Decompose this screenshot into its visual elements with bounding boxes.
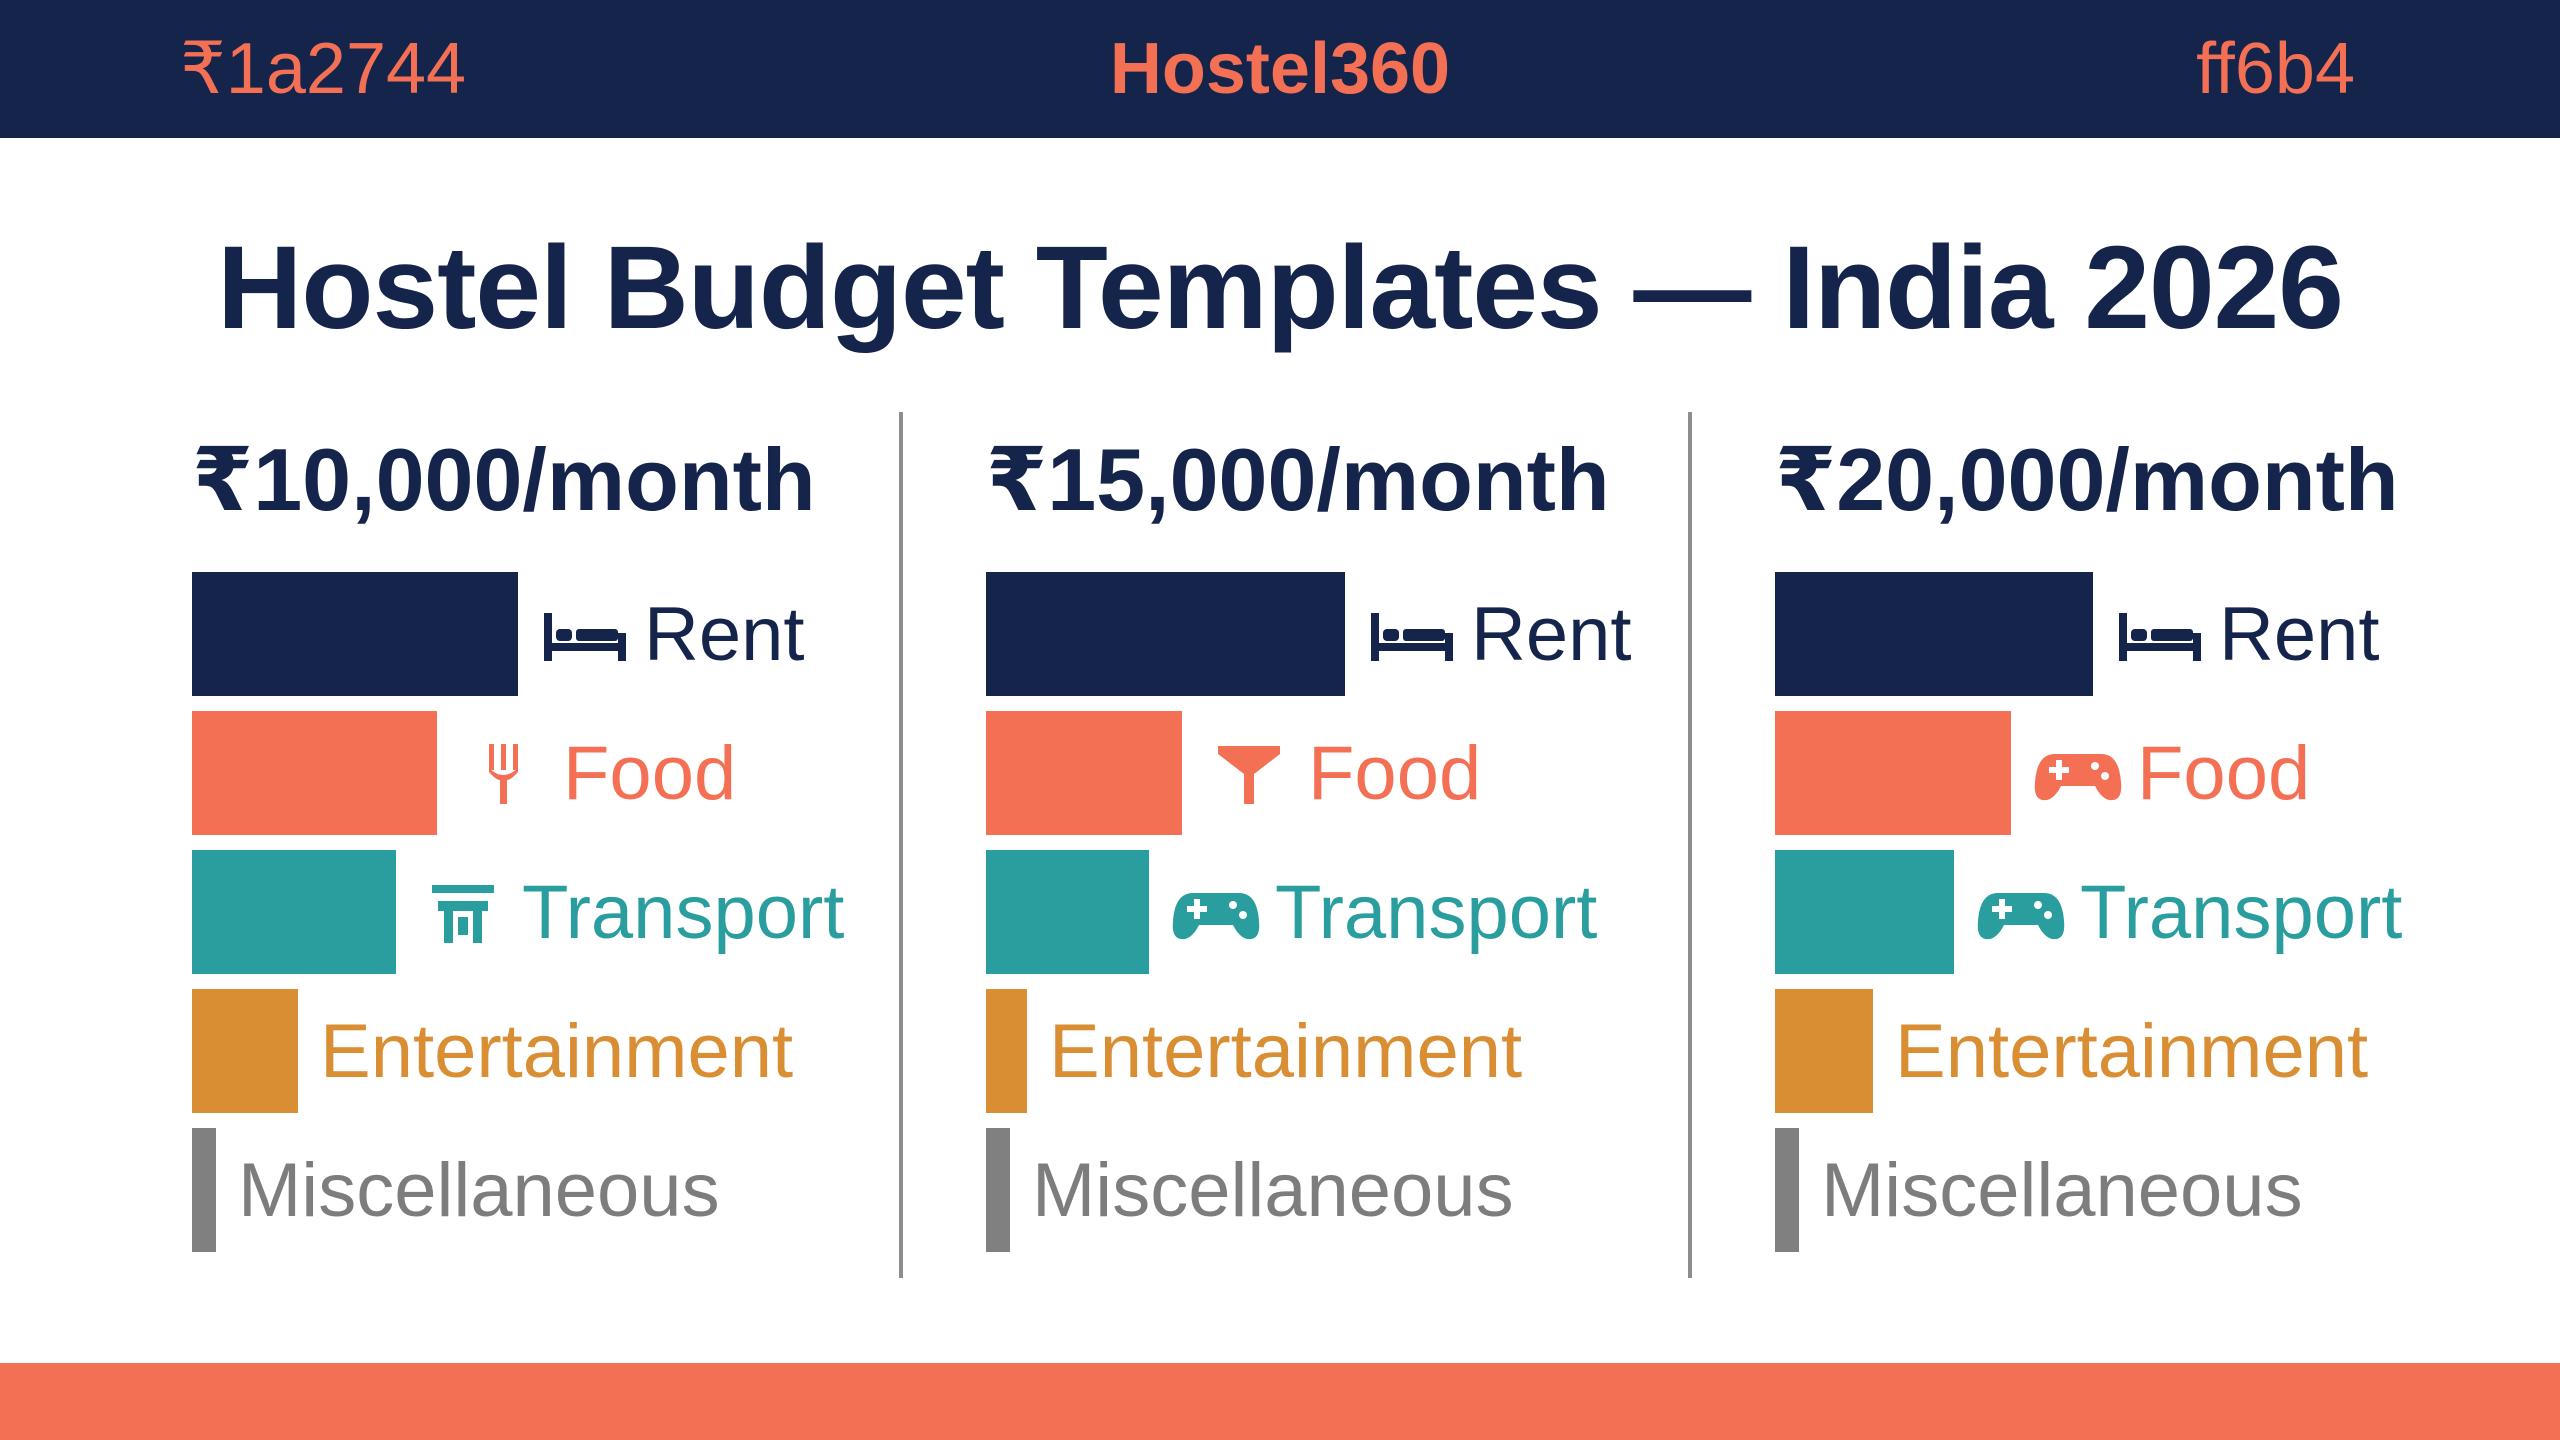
bar-rent: [986, 572, 1345, 696]
bar-transport: [986, 850, 1149, 974]
category-label: Food: [1308, 730, 1482, 816]
gamepad-icon: [2033, 738, 2123, 808]
fork-icon: [459, 738, 549, 808]
bar-label-entertainment: Entertainment: [1895, 989, 2368, 1113]
category-label: Food: [563, 730, 737, 816]
bed-icon: [2115, 599, 2205, 669]
metro-icon: [418, 877, 508, 947]
bar-entertainment: [986, 989, 1027, 1113]
bar-food: [986, 711, 1182, 835]
bed-icon: [1367, 599, 1457, 669]
template-title: ₹15,000/month: [986, 430, 1610, 529]
bar-label-food: Food: [2033, 711, 2310, 835]
bar-transport: [192, 850, 396, 974]
category-label: Rent: [1471, 591, 1632, 677]
template-title: ₹10,000/month: [192, 430, 816, 529]
bar-transport: [1775, 850, 1954, 974]
header-right-text: ff6b4: [2196, 29, 2355, 109]
bar-label-rent: Rent: [2115, 572, 2380, 696]
category-label: Entertainment: [1895, 1008, 2369, 1094]
bar-label-miscellaneous: Miscellaneous: [1821, 1128, 2303, 1252]
header-left-text: ₹1a2744: [180, 29, 467, 109]
bar-miscellaneous: [986, 1128, 1010, 1252]
category-label: Food: [2137, 730, 2311, 816]
bar-label-food: Food: [459, 711, 736, 835]
brand-name: Hostel360: [1109, 29, 1451, 109]
bar-food: [1775, 711, 2011, 835]
bar-label-miscellaneous: Miscellaneous: [1032, 1128, 1514, 1252]
bar-miscellaneous: [1775, 1128, 1799, 1252]
category-label: Miscellaneous: [238, 1147, 720, 1233]
template-title: ₹20,000/month: [1775, 430, 2399, 529]
bar-label-rent: Rent: [1367, 572, 1632, 696]
footer-bar: [0, 1363, 2560, 1440]
bed-icon: [540, 599, 630, 669]
bar-label-entertainment: Entertainment: [1049, 989, 1522, 1113]
bar-label-transport: Transport: [1171, 850, 1597, 974]
gamepad-icon: [1976, 877, 2066, 947]
category-label: Rent: [2219, 591, 2380, 677]
category-label: Miscellaneous: [1032, 1147, 1514, 1233]
bar-label-transport: Transport: [1976, 850, 2402, 974]
gamepad-icon: [1171, 877, 1261, 947]
bar-label-entertainment: Entertainment: [320, 989, 793, 1113]
bar-miscellaneous: [192, 1128, 216, 1252]
bar-label-transport: Transport: [418, 850, 844, 974]
bar-entertainment: [192, 989, 298, 1113]
bar-entertainment: [1775, 989, 1873, 1113]
category-label: Transport: [2080, 869, 2403, 955]
category-label: Entertainment: [1049, 1008, 1523, 1094]
category-label: Rent: [644, 591, 805, 677]
bar-label-food: Food: [1204, 711, 1481, 835]
column-divider: [1688, 412, 1692, 1278]
category-label: Entertainment: [320, 1008, 794, 1094]
bar-label-miscellaneous: Miscellaneous: [238, 1128, 720, 1252]
bar-rent: [192, 572, 518, 696]
bar-label-rent: Rent: [540, 572, 805, 696]
funnel-icon: [1204, 738, 1294, 808]
category-label: Transport: [522, 869, 845, 955]
bar-rent: [1775, 572, 2093, 696]
page-title: Hostel Budget Templates — India 2026: [217, 222, 2344, 354]
bar-food: [192, 711, 437, 835]
category-label: Transport: [1275, 869, 1598, 955]
column-divider: [899, 412, 903, 1278]
category-label: Miscellaneous: [1821, 1147, 2303, 1233]
header-bar: ₹1a2744 Hostel360 ff6b4: [0, 0, 2560, 138]
